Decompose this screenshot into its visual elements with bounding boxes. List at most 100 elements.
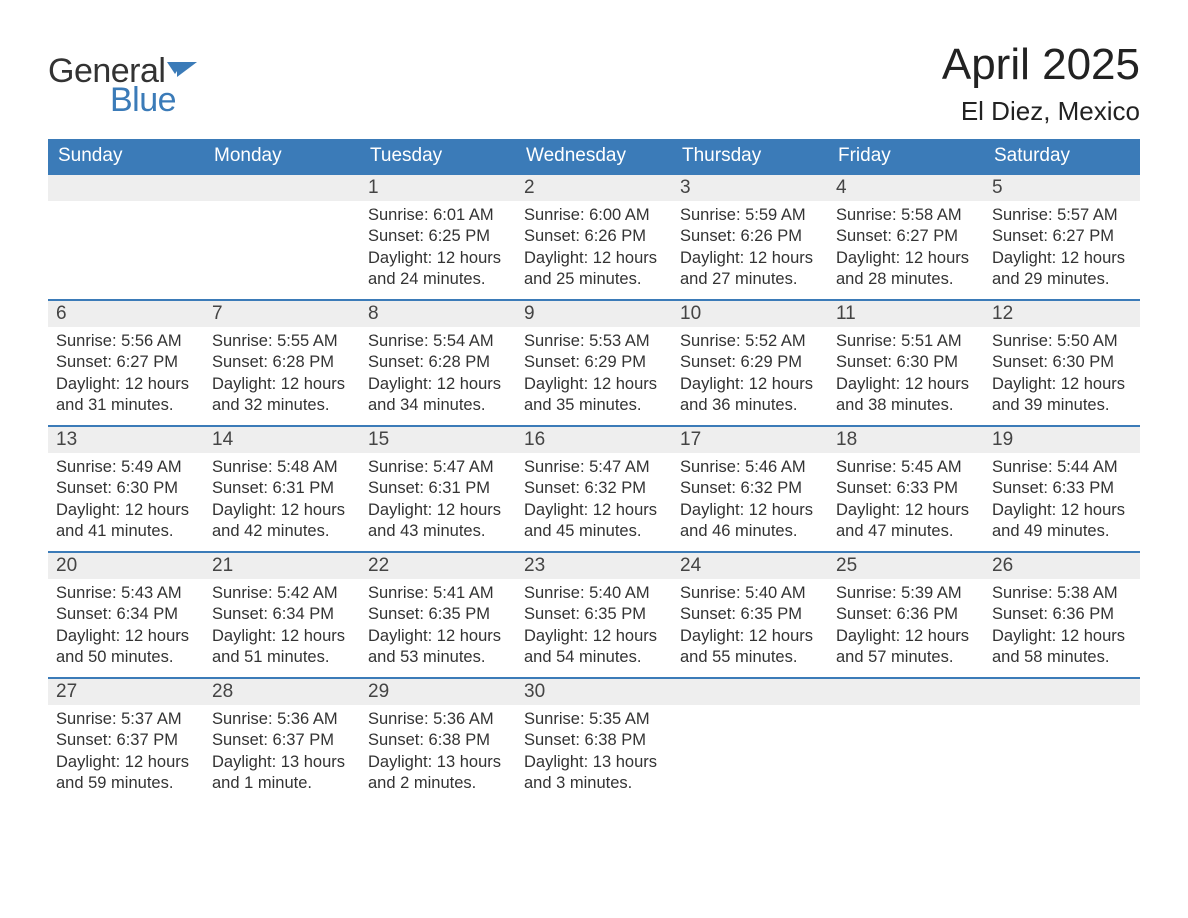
day-cell: 13Sunrise: 5:49 AMSunset: 6:30 PMDayligh… (48, 425, 204, 551)
day-line-d2: and 2 minutes. (368, 773, 508, 794)
day-line-d2: and 49 minutes. (992, 521, 1132, 542)
day-line-d2: and 1 minute. (212, 773, 352, 794)
day-content: Sunrise: 5:36 AMSunset: 6:38 PMDaylight:… (360, 705, 516, 799)
day-line-ss: Sunset: 6:26 PM (524, 226, 664, 247)
day-number: 12 (984, 299, 1140, 327)
day-content: Sunrise: 5:45 AMSunset: 6:33 PMDaylight:… (828, 453, 984, 547)
day-line-d1: Daylight: 12 hours (836, 626, 976, 647)
day-number (672, 677, 828, 705)
day-line-d2: and 39 minutes. (992, 395, 1132, 416)
day-number: 22 (360, 551, 516, 579)
day-line-d2: and 29 minutes. (992, 269, 1132, 290)
day-cell: 21Sunrise: 5:42 AMSunset: 6:34 PMDayligh… (204, 551, 360, 677)
day-line-d2: and 47 minutes. (836, 521, 976, 542)
day-line-ss: Sunset: 6:34 PM (212, 604, 352, 625)
day-line-d2: and 34 minutes. (368, 395, 508, 416)
day-number: 16 (516, 425, 672, 453)
day-cell: 9Sunrise: 5:53 AMSunset: 6:29 PMDaylight… (516, 299, 672, 425)
day-number: 20 (48, 551, 204, 579)
day-line-ss: Sunset: 6:27 PM (992, 226, 1132, 247)
day-cell: 24Sunrise: 5:40 AMSunset: 6:35 PMDayligh… (672, 551, 828, 677)
day-cell (204, 173, 360, 299)
location-label: El Diez, Mexico (942, 96, 1140, 127)
day-line-sr: Sunrise: 5:52 AM (680, 331, 820, 352)
day-cell: 4Sunrise: 5:58 AMSunset: 6:27 PMDaylight… (828, 173, 984, 299)
day-line-d1: Daylight: 12 hours (368, 500, 508, 521)
day-line-sr: Sunrise: 5:48 AM (212, 457, 352, 478)
day-line-d2: and 55 minutes. (680, 647, 820, 668)
day-line-d1: Daylight: 12 hours (212, 626, 352, 647)
day-line-sr: Sunrise: 5:58 AM (836, 205, 976, 226)
day-content: Sunrise: 5:36 AMSunset: 6:37 PMDaylight:… (204, 705, 360, 799)
week-row: 20Sunrise: 5:43 AMSunset: 6:34 PMDayligh… (48, 551, 1140, 677)
day-number: 7 (204, 299, 360, 327)
day-line-d2: and 59 minutes. (56, 773, 196, 794)
day-line-sr: Sunrise: 5:55 AM (212, 331, 352, 352)
day-content: Sunrise: 5:49 AMSunset: 6:30 PMDaylight:… (48, 453, 204, 547)
day-line-d1: Daylight: 12 hours (992, 248, 1132, 269)
day-cell: 12Sunrise: 5:50 AMSunset: 6:30 PMDayligh… (984, 299, 1140, 425)
day-line-sr: Sunrise: 5:40 AM (680, 583, 820, 604)
day-header: Sunday (48, 139, 204, 173)
day-number: 24 (672, 551, 828, 579)
day-line-sr: Sunrise: 5:46 AM (680, 457, 820, 478)
day-line-ss: Sunset: 6:32 PM (680, 478, 820, 499)
day-line-sr: Sunrise: 5:37 AM (56, 709, 196, 730)
day-line-d1: Daylight: 12 hours (680, 374, 820, 395)
day-line-d2: and 27 minutes. (680, 269, 820, 290)
day-content: Sunrise: 5:39 AMSunset: 6:36 PMDaylight:… (828, 579, 984, 673)
day-cell: 25Sunrise: 5:39 AMSunset: 6:36 PMDayligh… (828, 551, 984, 677)
day-cell (672, 677, 828, 803)
day-line-ss: Sunset: 6:30 PM (836, 352, 976, 373)
day-line-sr: Sunrise: 5:53 AM (524, 331, 664, 352)
day-line-ss: Sunset: 6:31 PM (368, 478, 508, 499)
day-line-sr: Sunrise: 5:36 AM (368, 709, 508, 730)
day-number: 14 (204, 425, 360, 453)
day-line-d2: and 35 minutes. (524, 395, 664, 416)
day-number: 28 (204, 677, 360, 705)
day-line-ss: Sunset: 6:28 PM (212, 352, 352, 373)
day-line-sr: Sunrise: 5:56 AM (56, 331, 196, 352)
day-line-ss: Sunset: 6:32 PM (524, 478, 664, 499)
day-content: Sunrise: 5:46 AMSunset: 6:32 PMDaylight:… (672, 453, 828, 547)
day-cell (48, 173, 204, 299)
day-line-ss: Sunset: 6:34 PM (56, 604, 196, 625)
day-number (48, 173, 204, 201)
day-number: 26 (984, 551, 1140, 579)
week-row: 6Sunrise: 5:56 AMSunset: 6:27 PMDaylight… (48, 299, 1140, 425)
day-line-d2: and 58 minutes. (992, 647, 1132, 668)
day-line-sr: Sunrise: 5:43 AM (56, 583, 196, 604)
day-line-d1: Daylight: 12 hours (992, 500, 1132, 521)
day-line-d1: Daylight: 12 hours (212, 374, 352, 395)
day-line-sr: Sunrise: 5:51 AM (836, 331, 976, 352)
day-content: Sunrise: 5:48 AMSunset: 6:31 PMDaylight:… (204, 453, 360, 547)
day-line-d1: Daylight: 12 hours (524, 500, 664, 521)
day-number: 4 (828, 173, 984, 201)
day-line-d1: Daylight: 13 hours (212, 752, 352, 773)
day-line-sr: Sunrise: 5:59 AM (680, 205, 820, 226)
day-cell: 16 Sunrise: 5:47 AMSunset: 6:32 PMDayligh… (516, 425, 672, 551)
day-content: Sunrise: 5:57 AMSunset: 6:27 PMDaylight:… (984, 201, 1140, 295)
day-line-d2: and 25 minutes. (524, 269, 664, 290)
day-number: 6 (48, 299, 204, 327)
day-cell: 19Sunrise: 5:44 AMSunset: 6:33 PMDayligh… (984, 425, 1140, 551)
day-content: Sunrise: 5:37 AMSunset: 6:37 PMDaylight:… (48, 705, 204, 799)
day-cell: 17Sunrise: 5:46 AMSunset: 6:32 PMDayligh… (672, 425, 828, 551)
day-line-d1: Daylight: 12 hours (368, 374, 508, 395)
day-content: Sunrise: 5:40 AMSunset: 6:35 PMDaylight:… (672, 579, 828, 673)
page-header: General Blue April 2025 El Diez, Mexico (48, 40, 1140, 127)
day-line-ss: Sunset: 6:38 PM (524, 730, 664, 751)
day-cell: 6Sunrise: 5:56 AMSunset: 6:27 PMDaylight… (48, 299, 204, 425)
day-line-sr: Sunrise: 5:47 AM (524, 457, 664, 478)
day-number: 27 (48, 677, 204, 705)
day-header-row: SundayMondayTuesdayWednesdayThursdayFrid… (48, 139, 1140, 173)
day-line-d2: and 46 minutes. (680, 521, 820, 542)
day-line-d1: Daylight: 13 hours (524, 752, 664, 773)
day-line-ss: Sunset: 6:29 PM (680, 352, 820, 373)
day-content: Sunrise: 5:40 AMSunset: 6:35 PMDaylight:… (516, 579, 672, 673)
day-line-d2: and 31 minutes. (56, 395, 196, 416)
day-line-d1: Daylight: 12 hours (836, 500, 976, 521)
day-line-sr: Sunrise: 5:40 AM (524, 583, 664, 604)
day-cell: 10Sunrise: 5:52 AMSunset: 6:29 PMDayligh… (672, 299, 828, 425)
day-content: Sunrise: 6:00 AMSunset: 6:26 PMDaylight:… (516, 201, 672, 295)
